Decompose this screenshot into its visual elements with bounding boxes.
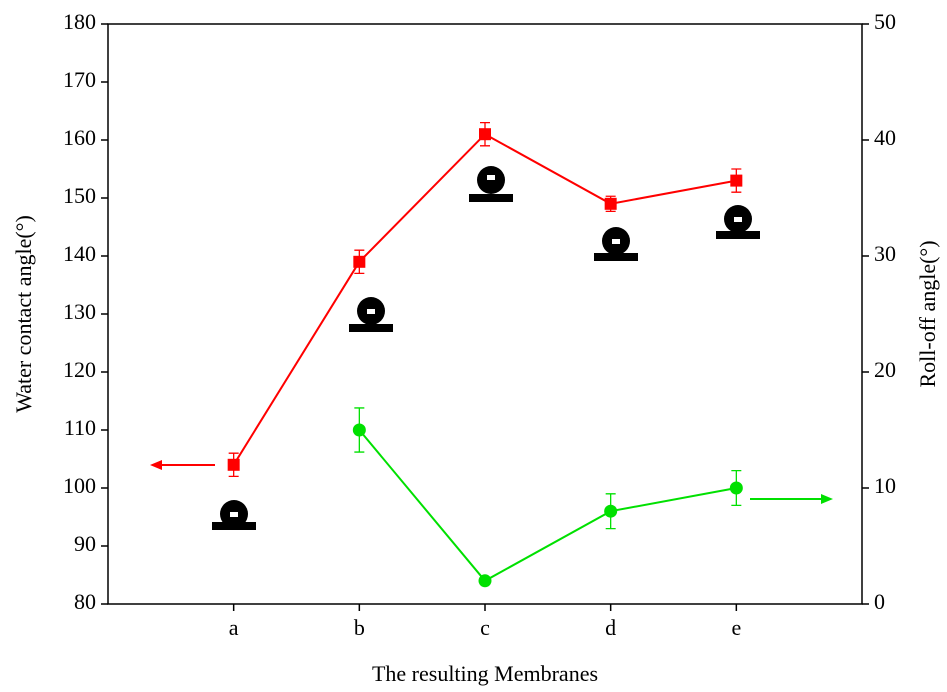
x-tick-label: e [731,615,741,640]
y-tick-label: 160 [63,125,96,150]
marker [228,459,240,471]
x-tick-label: c [480,615,490,640]
y-tick-label: 170 [63,67,96,92]
marker [353,256,365,268]
y2-tick-label: 30 [874,241,896,266]
y2-tick-label: 50 [874,9,896,34]
y-tick-label: 110 [64,415,96,440]
chart: The resulting Membranes Water contact an… [0,0,947,692]
droplet-icons [212,166,760,530]
y2-tick-label: 10 [874,473,896,498]
y-tick-label: 180 [63,9,96,34]
marker [730,175,742,187]
x-tick-label: b [354,615,365,640]
x-axis-label: The resulting Membranes [372,661,598,686]
x-tick-label: a [229,615,239,640]
marker [479,574,492,587]
y-tick-label: 150 [63,183,96,208]
axis-arrows [150,460,833,504]
marker [353,424,366,437]
y-tick-label: 130 [63,299,96,324]
marker [605,198,617,210]
y-axis-label: Water contact angle(°) [11,215,36,413]
y2-tick-label: 20 [874,357,896,382]
x-tick-label: d [605,615,616,640]
page: {"chart_data": {"type": "line", "xlabel"… [0,0,947,692]
y2-tick-label: 40 [874,125,896,150]
marker [604,505,617,518]
y2-axis-label: Roll-off angle(°) [915,240,940,387]
series-line [359,430,736,581]
y-tick-label: 140 [63,241,96,266]
y2-tick-label: 0 [874,589,885,614]
marker [479,128,491,140]
y-tick-label: 100 [63,473,96,498]
marker [730,482,743,495]
y-tick-label: 80 [74,589,96,614]
y-tick-label: 120 [63,357,96,382]
y-tick-label: 90 [74,531,96,556]
